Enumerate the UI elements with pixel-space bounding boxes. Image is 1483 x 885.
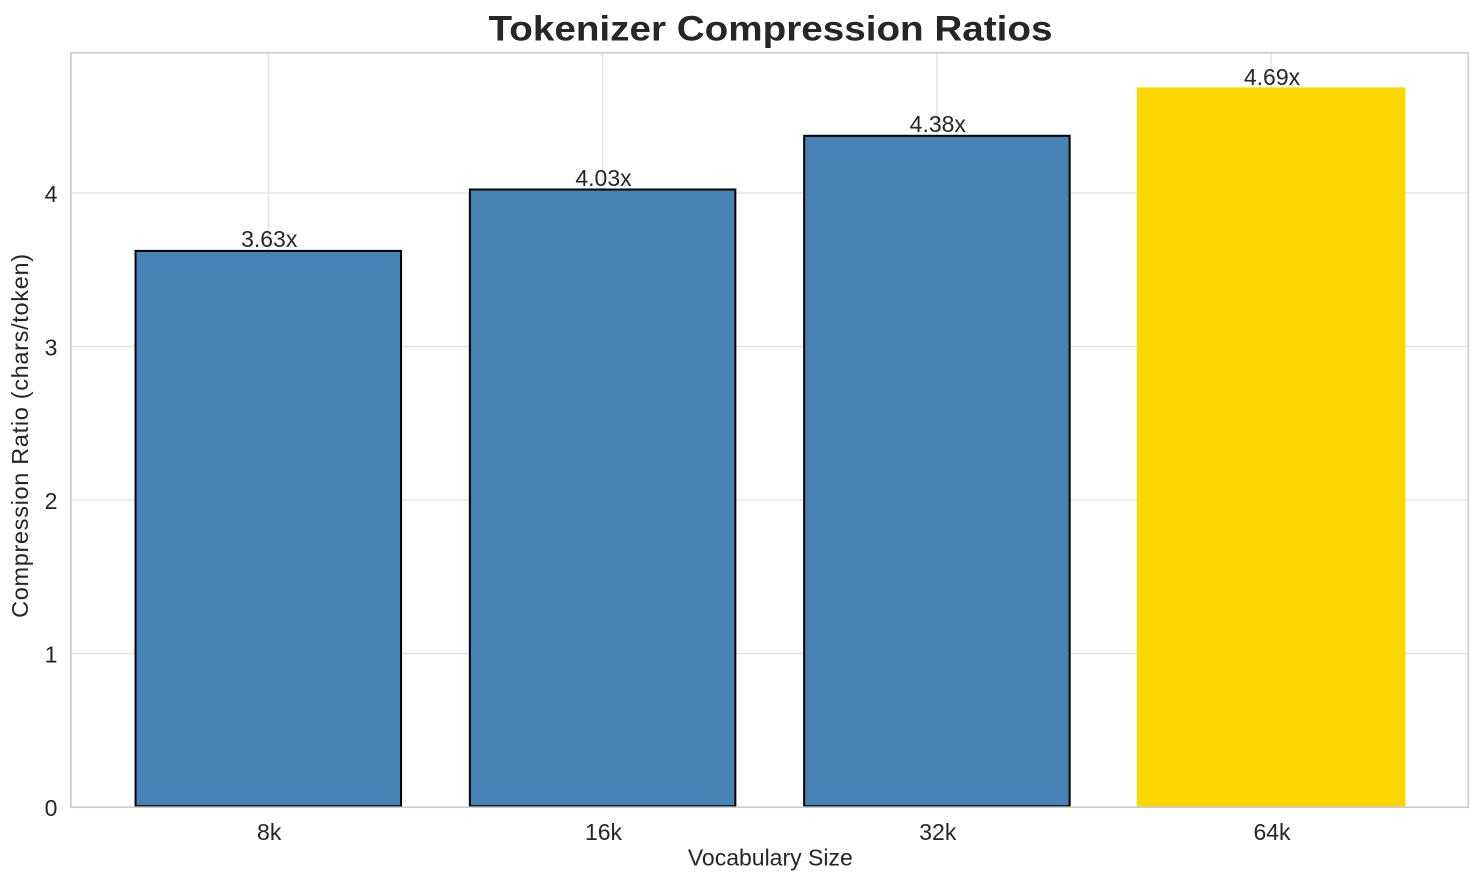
- svg-text:64k: 64k: [1253, 819, 1291, 845]
- svg-text:1: 1: [45, 642, 58, 668]
- svg-text:4.38x: 4.38x: [910, 111, 967, 137]
- svg-text:3.63x: 3.63x: [241, 226, 298, 252]
- svg-text:4.69x: 4.69x: [1244, 64, 1301, 90]
- svg-text:8k: 8k: [257, 819, 282, 845]
- svg-text:0: 0: [45, 795, 58, 821]
- svg-text:32k: 32k: [919, 819, 957, 845]
- svg-text:Vocabulary Size: Vocabulary Size: [688, 845, 853, 871]
- svg-text:Tokenizer Compression Ratios: Tokenizer Compression Ratios: [489, 9, 1053, 49]
- svg-text:4: 4: [45, 181, 58, 207]
- svg-text:2: 2: [45, 488, 58, 514]
- svg-text:3: 3: [45, 335, 58, 361]
- svg-text:4.03x: 4.03x: [575, 165, 632, 191]
- svg-text:16k: 16k: [585, 819, 623, 845]
- svg-text:Compression Ratio (chars/token: Compression Ratio (chars/token): [7, 253, 33, 618]
